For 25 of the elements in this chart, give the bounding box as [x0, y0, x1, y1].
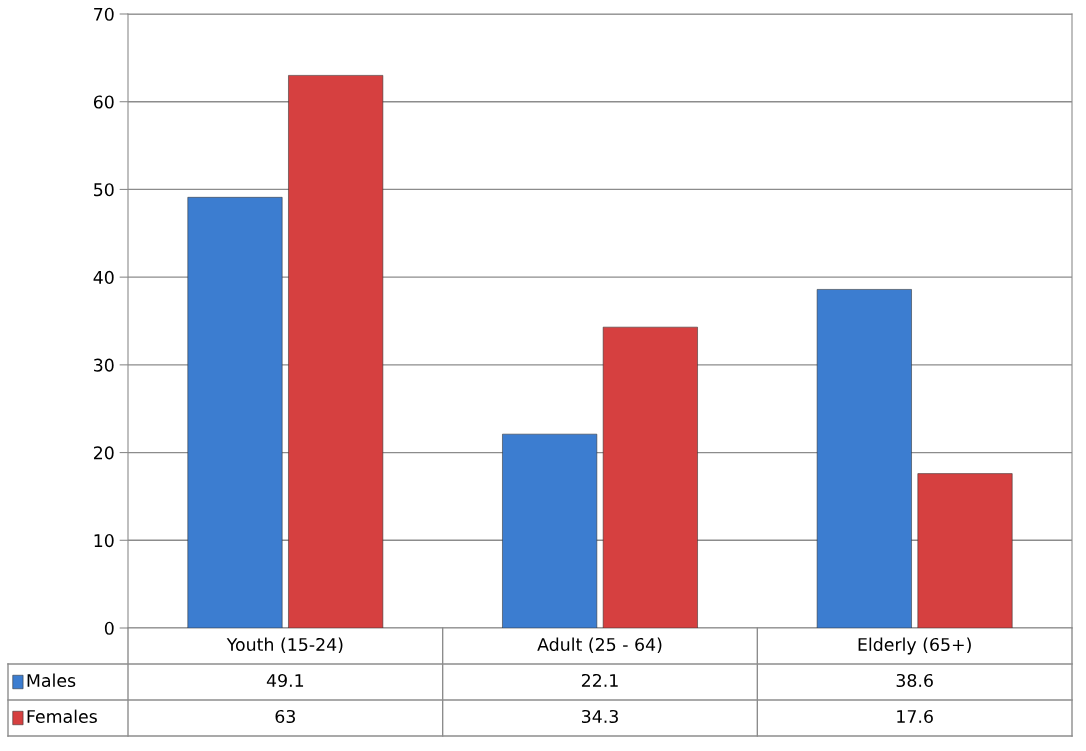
- bar: [816, 289, 912, 628]
- x-tick-label: Elderly (65+): [858, 637, 971, 655]
- y-tick-label: 70: [94, 7, 114, 21]
- bar: [602, 326, 698, 628]
- legend-label: Males: [27, 673, 76, 688]
- y-tick-label: 30: [94, 358, 114, 372]
- data-label: 34.3: [582, 709, 618, 724]
- y-tick-label: 10: [94, 534, 114, 548]
- bar: [917, 473, 1013, 628]
- bar: [502, 433, 598, 628]
- x-tick-label: Adult (25 - 64): [537, 637, 662, 654]
- data-label: 49.1: [266, 673, 304, 688]
- legend-label: Females: [27, 709, 97, 724]
- y-tick-label: 40: [93, 270, 114, 284]
- data-label: 63: [275, 709, 295, 724]
- bar: [288, 75, 384, 628]
- data-label: 22.1: [581, 673, 618, 687]
- bar: [187, 197, 283, 628]
- y-tick-label: 60: [93, 95, 114, 109]
- x-tick-label: Youth (15-24): [226, 637, 343, 654]
- data-label: 38.6: [896, 673, 933, 688]
- data-label: 17.6: [897, 709, 933, 724]
- y-tick-label: 50: [94, 183, 114, 197]
- y-tick-label: 20: [93, 446, 114, 460]
- y-tick-label: 0: [104, 621, 114, 635]
